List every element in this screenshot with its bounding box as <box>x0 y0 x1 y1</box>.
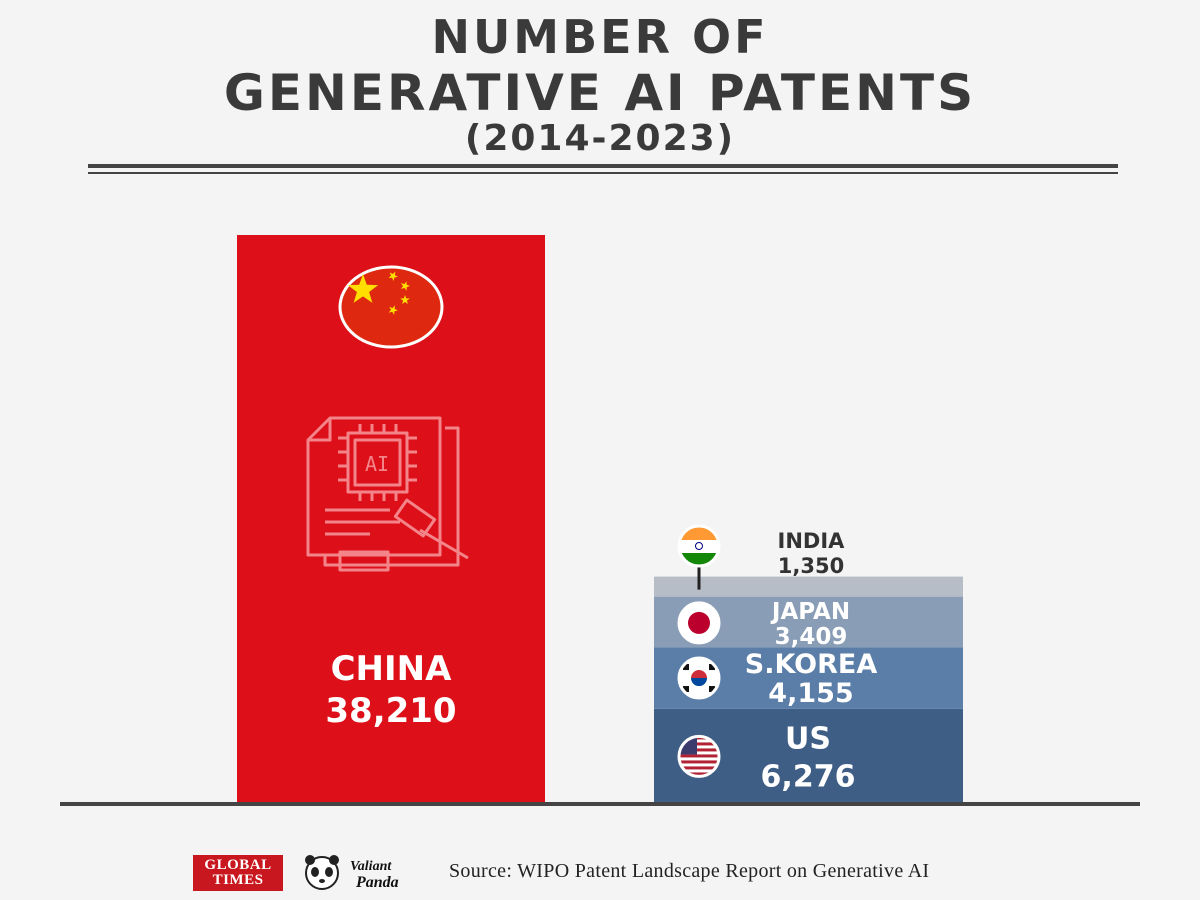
title-divider-thin <box>88 172 1118 174</box>
value-india: 1,350 <box>778 554 844 578</box>
global-times-logo: GLOBAL TIMES <box>193 855 283 891</box>
svg-text:AI: AI <box>365 452 389 476</box>
south-korea-flag-icon <box>677 656 721 700</box>
label-india: INDIA <box>778 529 846 553</box>
ai-patent-document-gavel-icon: AI <box>306 416 469 572</box>
value-us: 6,276 <box>761 759 856 794</box>
title-period: (2014-2023) <box>464 118 736 159</box>
value-china: 38,210 <box>325 691 456 731</box>
label-japan: JAPAN <box>770 599 850 625</box>
chart-baseline <box>60 802 1140 806</box>
value-s-korea: 4,155 <box>768 678 853 709</box>
footer: GLOBAL TIMES Valiant Panda Source: WIPO … <box>0 852 1200 892</box>
bar-india <box>654 576 963 597</box>
svg-text:Panda: Panda <box>355 874 399 891</box>
source-note: Source: WIPO Patent Landscape Report on … <box>449 860 930 882</box>
logo1-line2: TIMES <box>212 872 264 888</box>
title-divider-thick <box>88 164 1118 168</box>
india-flag-icon <box>677 524 721 568</box>
label-us: US <box>785 721 831 756</box>
us-flag-icon <box>677 734 721 778</box>
japan-flag-icon <box>677 601 721 645</box>
svg-text:Valiant: Valiant <box>350 859 392 874</box>
china-flag-icon <box>338 265 444 349</box>
value-japan: 3,409 <box>775 624 848 650</box>
label-china: CHINA <box>331 649 453 689</box>
title-line-1: NUMBER OF <box>431 10 769 64</box>
title-line-2: GENERATIVE AI PATENTS <box>223 64 977 122</box>
label-s-korea: S.KOREA <box>745 649 878 680</box>
logo1-line1: GLOBAL <box>204 857 272 873</box>
valiant-panda-logo: Valiant Panda <box>305 855 399 891</box>
